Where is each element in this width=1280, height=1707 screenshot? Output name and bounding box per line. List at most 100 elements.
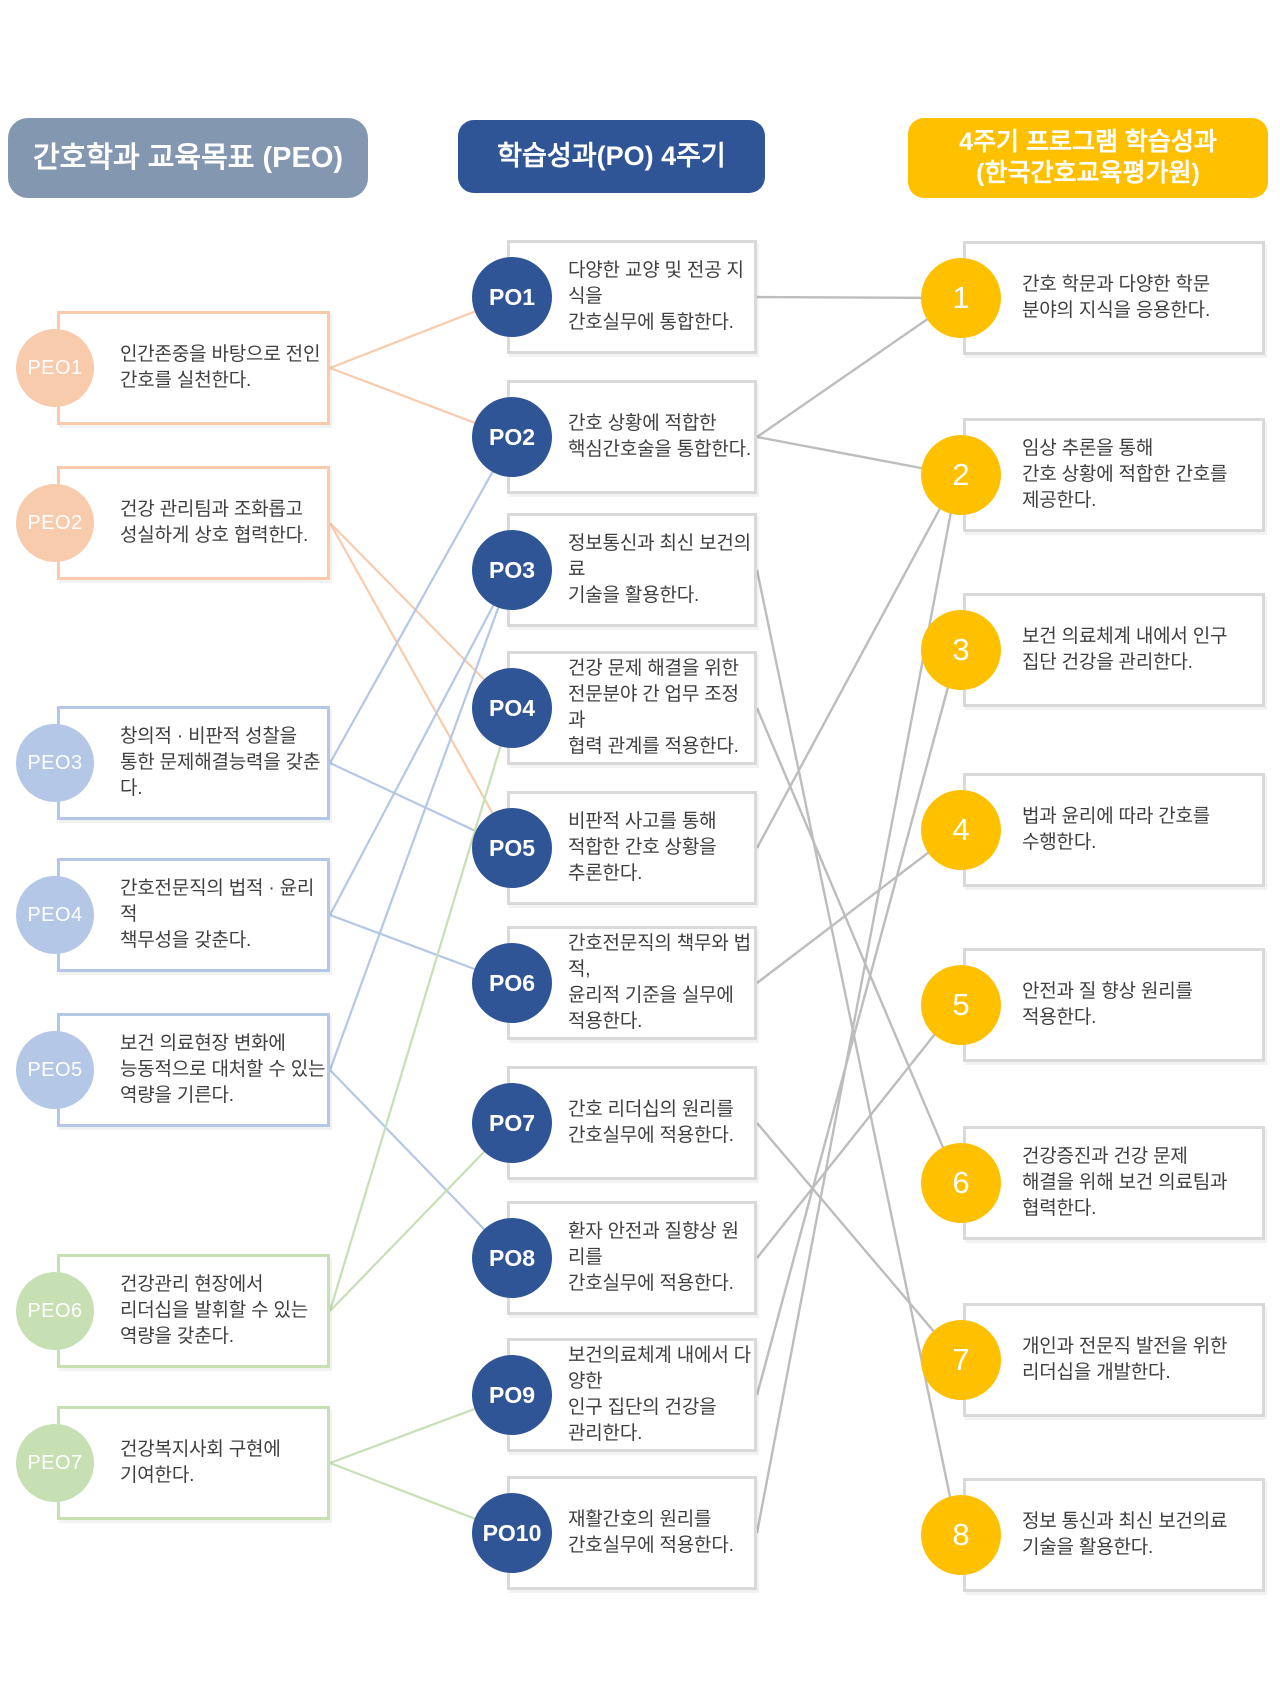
po3-circle: PO3 [472, 530, 552, 610]
outcome7-text: 개인과 전문직 발전을 위한 리더십을 개발한다. [1022, 1335, 1228, 1383]
outcome4-text: 법과 윤리에 따라 간호를 수행한다. [1022, 805, 1211, 853]
outcome2-number: 2 [952, 457, 970, 492]
peo6-text: 건강관리 현장에서 리더십을 발휘할 수 있는 역량을 갖춘다. [120, 1273, 309, 1348]
po6-text: 간호전문직의 책무와 법적, 윤리적 기준을 실무에 적용한다. [568, 932, 751, 1033]
po9-label: PO9 [488, 1381, 536, 1408]
po4-circle: PO4 [472, 668, 552, 748]
po8-circle: PO8 [472, 1218, 552, 1298]
peo1-label: PEO1 [27, 356, 83, 379]
outcome3-text: 보건 의료체계 내에서 인구 집단 건강을 관리한다. [1022, 625, 1228, 673]
program-outcomes-column-header: 4주기 프로그램 학습성과 (한국간호교육평가원) [908, 118, 1268, 198]
outcome2-node: 2 임상 추론을 통해 간호 상황에 적합한 간호를 제공한다. [921, 418, 1265, 532]
outcome7-number: 7 [952, 1342, 970, 1377]
outcome1-circle: 1 [921, 258, 1001, 338]
po1-circle: PO1 [472, 257, 552, 337]
peo2-circle: PEO2 [16, 484, 94, 562]
peo4-node: PEO4 간호전문직의 법적 · 윤리적 책무성을 갖춘다. [16, 858, 330, 972]
outcome3-circle: 3 [921, 610, 1001, 690]
po2-circle: PO2 [472, 397, 552, 477]
peo3-node: PEO3 창의적 · 비판적 성찰을 통한 문제해결능력을 갖춘다. [16, 706, 330, 820]
po5-circle: PO5 [472, 808, 552, 888]
peo2-label: PEO2 [27, 511, 83, 534]
peo1-node: PEO1 인간존중을 바탕으로 전인 간호를 실천한다. [16, 311, 330, 425]
po5-node: PO5 비판적 사고를 통해 적합한 간호 상황을 추론한다. [472, 791, 757, 905]
outcome4-circle: 4 [921, 790, 1001, 870]
po1-label: PO1 [488, 283, 536, 310]
po1-text: 다양한 교양 및 전공 지식을 간호실무에 통합한다. [568, 259, 744, 334]
po5-text: 비판적 사고를 통해 적합한 간호 상황을 추론한다. [568, 810, 717, 885]
po3-label: PO3 [488, 556, 536, 583]
po9-node: PO9 보건의료체계 내에서 다양한 인구 집단의 건강을 관리한다. [472, 1338, 757, 1452]
po9-circle: PO9 [472, 1355, 552, 1435]
outcome3-number: 3 [952, 632, 970, 667]
peo5-node: PEO5 보건 의료현장 변화에 능동적으로 대처할 수 있는 역량을 기른다. [16, 1013, 330, 1127]
po4-text: 건강 문제 해결을 위한 전문분야 간 업무 조정과 협력 관계를 적용한다. [568, 657, 739, 758]
peo7-node: PEO7 건강복지사회 구현에 기여한다. [16, 1406, 330, 1520]
outcome1-node: 1 간호 학문과 다양한 학문 분야의 지식을 응용한다. [921, 241, 1265, 355]
outcome8-number: 8 [952, 1517, 970, 1552]
outcome8-text: 정보 통신과 최신 보건의료 기술을 활용한다. [1022, 1510, 1228, 1558]
peo1-text: 인간존중을 바탕으로 전인 간호를 실천한다. [120, 343, 321, 391]
po6-node: PO6 간호전문직의 책무와 법적, 윤리적 기준을 실무에 적용한다. [472, 926, 757, 1040]
outcome4-number: 4 [952, 812, 970, 847]
po7-circle: PO7 [472, 1083, 552, 1163]
peo4-text: 간호전문직의 법적 · 윤리적 책무성을 갖춘다. [120, 877, 315, 952]
po10-circle: PO10 [472, 1493, 552, 1573]
outcome5-circle: 5 [921, 965, 1001, 1045]
peo6-node: PEO6 건강관리 현장에서 리더십을 발휘할 수 있는 역량을 갖춘다. [16, 1254, 330, 1368]
peo3-circle: PEO3 [16, 724, 94, 802]
outcome1-text: 간호 학문과 다양한 학문 분야의 지식을 응용한다. [1022, 273, 1211, 321]
outcome5-number: 5 [952, 987, 970, 1022]
peo2-node: PEO2 건강 관리팀과 조화롭고 성실하게 상호 협력한다. [16, 466, 330, 580]
outcome5-text: 안전과 질 향상 원리를 적용한다. [1022, 980, 1193, 1028]
peo5-label: PEO5 [27, 1058, 83, 1081]
po8-node: PO8 환자 안전과 질향상 원리를 간호실무에 적용한다. [472, 1201, 757, 1315]
po7-label: PO7 [488, 1109, 536, 1136]
outcome2-text: 임상 추론을 통해 간호 상황에 적합한 간호를 제공한다. [1022, 437, 1228, 512]
outcome2-circle: 2 [921, 435, 1001, 515]
peo-column-header: 간호학과 교육목표 (PEO) [8, 118, 368, 198]
peo5-text: 보건 의료현장 변화에 능동적으로 대처할 수 있는 역량을 기른다. [120, 1032, 326, 1107]
outcome6-circle: 6 [921, 1143, 1001, 1223]
peo2-text: 건강 관리팀과 조화롭고 성실하게 상호 협력한다. [120, 498, 309, 546]
po2-text: 간호 상황에 적합한 핵심간호술을 통합한다. [568, 412, 751, 460]
po2-label: PO2 [488, 423, 536, 450]
po-column-header: 학습성과(PO) 4주기 [458, 120, 765, 193]
po7-text: 간호 리더십의 원리를 간호실무에 적용한다. [568, 1098, 734, 1146]
outcome6-number: 6 [952, 1165, 970, 1200]
outcome8-node: 8 정보 통신과 최신 보건의료 기술을 활용한다. [921, 1478, 1265, 1592]
po6-label: PO6 [488, 969, 536, 996]
po10-label: PO10 [482, 1519, 542, 1546]
peo6-label: PEO6 [27, 1299, 83, 1322]
peo1-circle: PEO1 [16, 329, 94, 407]
outcome7-circle: 7 [921, 1320, 1001, 1400]
outcome4-node: 4 법과 윤리에 따라 간호를 수행한다. [921, 773, 1265, 887]
peo3-text: 창의적 · 비판적 성찰을 통한 문제해결능력을 갖춘다. [120, 725, 321, 800]
peo7-label: PEO7 [27, 1451, 83, 1474]
outcome6-text: 건강증진과 건강 문제 해결을 위해 보건 의료팀과 협력한다. [1022, 1145, 1228, 1220]
peo6-circle: PEO6 [16, 1272, 94, 1350]
peo5-circle: PEO5 [16, 1031, 94, 1109]
po3-node: PO3 정보통신과 최신 보건의료 기술을 활용한다. [472, 513, 757, 627]
peo7-text: 건강복지사회 구현에 기여한다. [120, 1438, 281, 1486]
po9-text: 보건의료체계 내에서 다양한 인구 집단의 건강을 관리한다. [568, 1344, 751, 1445]
po4-node: PO4 건강 문제 해결을 위한 전문분야 간 업무 조정과 협력 관계를 적용… [472, 651, 757, 765]
po8-label: PO8 [488, 1244, 536, 1271]
outcome3-node: 3 보건 의료체계 내에서 인구 집단 건강을 관리한다. [921, 593, 1265, 707]
po4-label: PO4 [488, 694, 536, 721]
po7-node: PO7 간호 리더십의 원리를 간호실무에 적용한다. [472, 1066, 757, 1180]
po10-node: PO10 재활간호의 원리를 간호실무에 적용한다. [472, 1476, 757, 1590]
po5-label: PO5 [488, 834, 536, 861]
outcome6-node: 6 건강증진과 건강 문제 해결을 위해 보건 의료팀과 협력한다. [921, 1126, 1265, 1240]
outcome7-node: 7 개인과 전문직 발전을 위한 리더십을 개발한다. [921, 1303, 1265, 1417]
peo4-circle: PEO4 [16, 876, 94, 954]
po6-circle: PO6 [472, 943, 552, 1023]
peo3-label: PEO3 [27, 751, 83, 774]
peo7-circle: PEO7 [16, 1424, 94, 1502]
outcome1-number: 1 [952, 280, 970, 315]
po3-text: 정보통신과 최신 보건의료 기술을 활용한다. [568, 532, 751, 607]
po2-node: PO2 간호 상황에 적합한 핵심간호술을 통합한다. [472, 380, 757, 494]
outcome8-circle: 8 [921, 1495, 1001, 1575]
peo4-label: PEO4 [27, 903, 83, 926]
